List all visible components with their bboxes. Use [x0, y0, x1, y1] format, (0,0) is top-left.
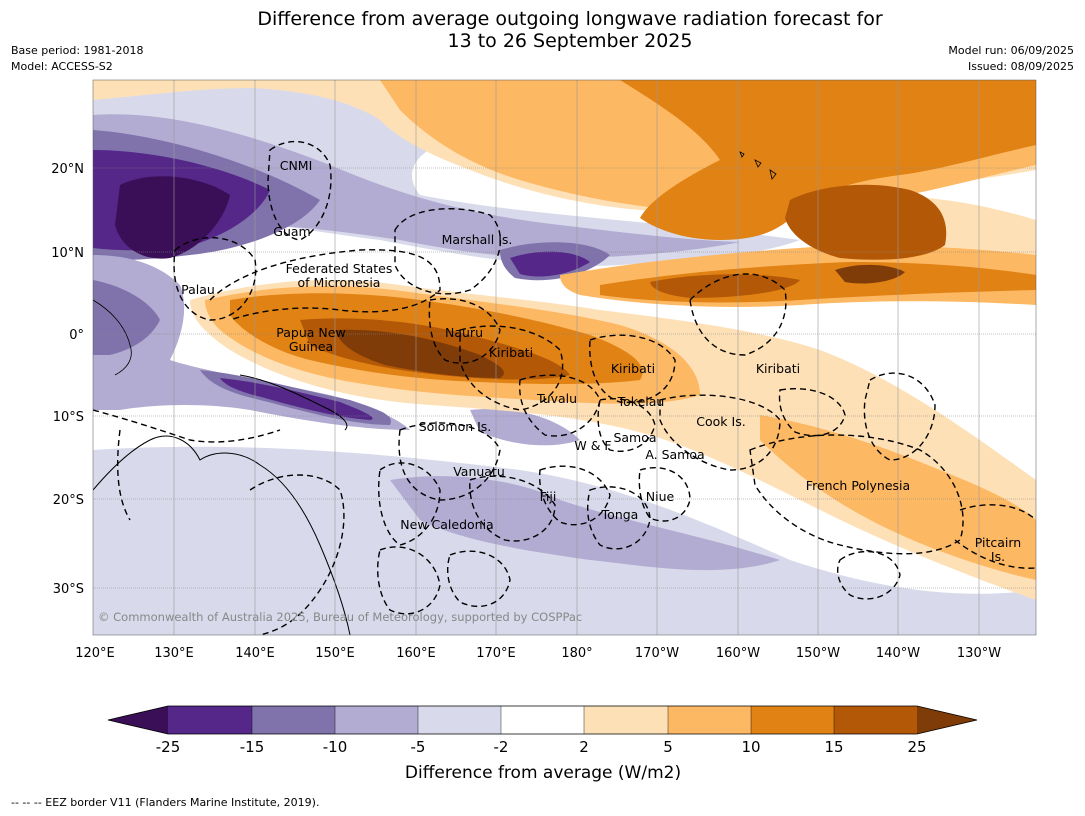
- lat-label: 0°: [69, 328, 84, 343]
- colorbar-swatch: [668, 706, 751, 734]
- place-kiribati-central: Kiribati: [611, 361, 655, 376]
- lon-label: 180°: [561, 646, 592, 661]
- meta-right: Model run: 06/09/2025 Issued: 08/09/2025: [948, 43, 1074, 75]
- lon-label: 160°E: [396, 646, 436, 661]
- copyright-notice: © Commonwealth of Australia 2025, Bureau…: [98, 610, 582, 624]
- place-cook: Cook Is.: [696, 414, 745, 429]
- lon-label: 150°E: [315, 646, 355, 661]
- map-frame: [92, 79, 1037, 636]
- place-labels: CNMI Guam Marshall Is. Federated States …: [181, 158, 1021, 564]
- lon-label: 140°E: [235, 646, 275, 661]
- place-marshall: Marshall Is.: [442, 232, 513, 247]
- place-fiji: Fiji: [540, 489, 557, 504]
- colorbar-tick-label: -25: [156, 738, 181, 756]
- model-name: Model: ACCESS-S2: [11, 60, 113, 73]
- colorbar-swatch: [335, 706, 418, 734]
- eez-footnote: -- -- -- EEZ border V11 (Flanders Marine…: [11, 796, 320, 809]
- colorbar-tick-label: 10: [741, 738, 760, 756]
- colorbar-tick-label: 15: [824, 738, 843, 756]
- islands: [739, 151, 777, 180]
- place-palau: Palau: [181, 282, 215, 297]
- colorbar-title: Difference from average (W/m2): [405, 763, 681, 783]
- place-wf: W & F: [574, 438, 611, 453]
- place-fsm-line1: Federated States: [286, 261, 393, 276]
- colorbar-swatch: [584, 706, 668, 734]
- place-solomon: Solomon Is.: [419, 419, 492, 434]
- lat-label: 30°S: [53, 582, 84, 597]
- colorbar-swatch: [501, 706, 584, 734]
- colorbar-tick-label: -10: [323, 738, 348, 756]
- lon-label: 120°E: [75, 646, 115, 661]
- place-kiribati-west: Kiribati: [489, 345, 533, 360]
- lon-label: 140°W: [876, 646, 920, 661]
- model-run: Model run: 06/09/2025: [948, 44, 1074, 57]
- place-new-caledonia: New Caledonia: [400, 517, 493, 532]
- place-png-line1: Papua New: [276, 325, 345, 340]
- lat-label: 10°N: [51, 246, 84, 261]
- base-period: Base period: 1981-2018: [11, 44, 144, 57]
- place-niue: Niue: [646, 489, 675, 504]
- colorbar-tick-label: 2: [579, 738, 589, 756]
- meridian-lines: [173, 80, 980, 635]
- colorbar-min-extension: [108, 706, 168, 734]
- place-pitcairn-line2: Is.: [991, 549, 1005, 564]
- colorbar-tick-label: 25: [907, 738, 926, 756]
- lon-label: 170°W: [635, 646, 679, 661]
- anomaly-field: [93, 80, 1036, 635]
- place-tokelau: Tokelau: [617, 394, 665, 409]
- place-fsm-line2: of Micronesia: [298, 275, 381, 290]
- lat-label: 10°S: [53, 410, 84, 425]
- place-cnmi: CNMI: [280, 158, 313, 173]
- place-tuvalu: Tuvalu: [536, 391, 577, 406]
- place-guam: Guam: [273, 224, 310, 239]
- lon-label: 170°E: [476, 646, 516, 661]
- lon-label: 160°W: [716, 646, 760, 661]
- colorbar-tick-label: -2: [494, 738, 509, 756]
- place-nauru: Nauru: [445, 325, 483, 340]
- place-kiribati-east: Kiribati: [756, 361, 800, 376]
- colorbar-swatch: [834, 706, 917, 734]
- place-tonga: Tonga: [601, 507, 639, 522]
- lat-label: 20°N: [51, 162, 84, 177]
- place-french-polynesia: French Polynesia: [806, 478, 910, 493]
- colorbar-tick-label: -5: [411, 738, 426, 756]
- place-samoa: Samoa: [613, 430, 656, 445]
- colorbar-tick-label: 5: [663, 738, 673, 756]
- issued-date: Issued: 08/09/2025: [967, 60, 1074, 73]
- place-asamoa: A. Samoa: [645, 447, 704, 462]
- lon-label: 130°E: [154, 646, 194, 661]
- eez-borders: [93, 140, 1036, 635]
- place-pitcairn-line1: Pitcairn: [975, 535, 1021, 550]
- title-line-1: Difference from average outgoing longwav…: [257, 8, 883, 30]
- lon-label: 150°W: [796, 646, 840, 661]
- colorbar-swatch: [252, 706, 335, 734]
- colorbar-swatch: [751, 706, 834, 734]
- colorbar-max-extension: [917, 706, 977, 734]
- meta-left: Base period: 1981-2018 Model: ACCESS-S2: [11, 43, 143, 75]
- lon-label: 130°W: [957, 646, 1001, 661]
- colorbar-swatch: [418, 706, 501, 734]
- colorbar-swatch: [168, 706, 252, 734]
- place-png-line2: Guinea: [289, 339, 333, 354]
- lat-label: 20°S: [53, 493, 84, 508]
- place-vanuatu: Vanuatu: [453, 464, 505, 479]
- map-title: Difference from average outgoing longwav…: [0, 8, 1085, 52]
- colorbar-tick-label: -15: [240, 738, 265, 756]
- colorbar: -25 -15 -10 -5 -2 2 5 10 15 25 Differenc…: [107, 705, 978, 783]
- title-line-2: 13 to 26 September 2025: [447, 30, 693, 52]
